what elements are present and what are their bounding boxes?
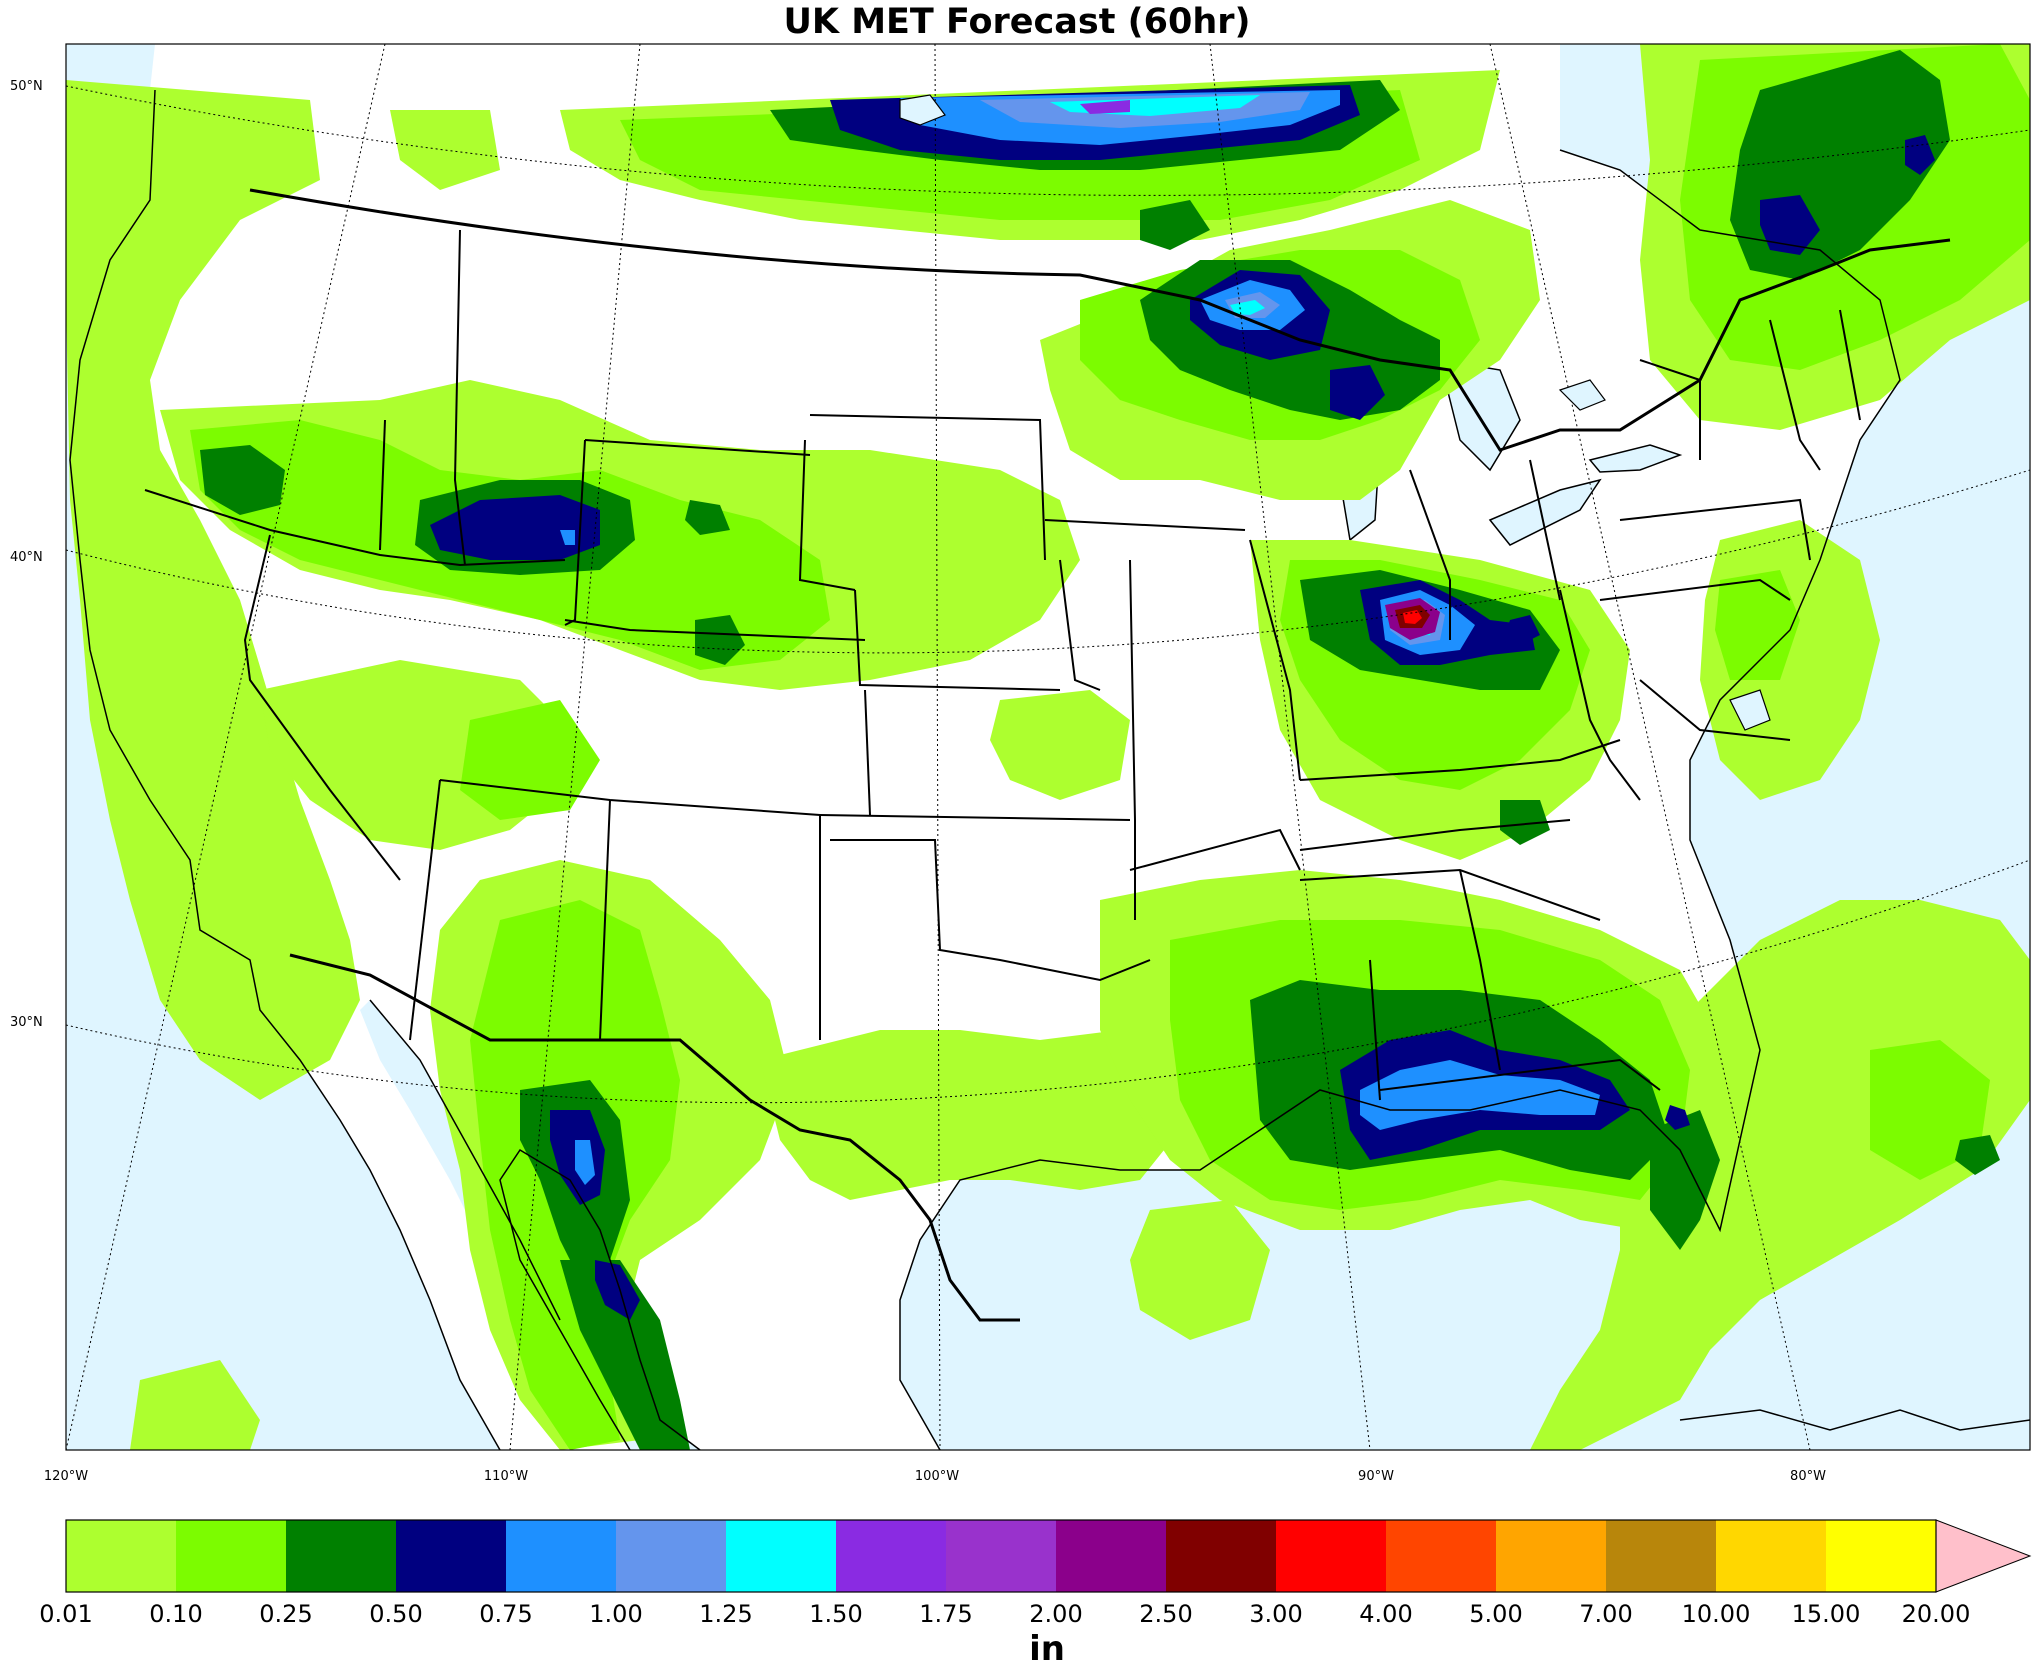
colorbar-swatch <box>1716 1520 1827 1592</box>
map-title: UK MET Forecast (60hr) <box>783 2 1251 42</box>
colorbar-tick-label: 15.00 <box>1792 1600 1861 1628</box>
colorbar-tick-label: 7.00 <box>1579 1600 1632 1628</box>
state-borders <box>144 229 1861 1101</box>
colorbar-swatch <box>1056 1520 1167 1592</box>
graticule <box>66 44 2030 1450</box>
lon-label-120w: 120°W <box>44 1469 88 1484</box>
lon-label-110w: 110°W <box>484 1469 528 1484</box>
colorbar-frame <box>65 1519 1937 1593</box>
colorbar-tick-label: 5.00 <box>1469 1600 1522 1628</box>
colorbar-swatch <box>616 1520 727 1592</box>
lon-label-80w: 80°W <box>1790 1469 1826 1484</box>
colorbar-swatch <box>1386 1520 1497 1592</box>
colorbar-tick-label: 0.01 <box>39 1600 92 1628</box>
colorbar-tick-label: 0.25 <box>259 1600 312 1628</box>
colorbar-swatch <box>1496 1520 1607 1592</box>
colorbar-tick-label: 2.00 <box>1029 1600 1082 1628</box>
colorbar-swatches <box>66 1520 1937 1592</box>
colorbar-tick-label: 20.00 <box>1902 1600 1971 1628</box>
colorbar-tick-label: 1.50 <box>809 1600 862 1628</box>
colorbar-swatch <box>726 1520 837 1592</box>
colorbar-unit: in <box>1029 1629 1065 1666</box>
colorbar-tick-label: 1.75 <box>919 1600 972 1628</box>
colorbar-swatch <box>396 1520 507 1592</box>
lat-label-30: 30°N <box>10 1015 43 1030</box>
colorbar-tick-label: 10.00 <box>1682 1600 1751 1628</box>
lake-ontario <box>1588 444 1683 473</box>
colorbar-swatch <box>1276 1520 1387 1592</box>
lon-label-90w: 90°W <box>1358 1469 1394 1484</box>
colorbar-tick-label: 2.50 <box>1139 1600 1192 1628</box>
lon-label-100w: 100°W <box>915 1469 959 1484</box>
colorbar-extend-arrow <box>1935 1519 2032 1593</box>
lat-label-40: 40°N <box>10 550 43 565</box>
colorbar-tick-labels: 0.01 0.10 0.25 0.50 0.75 1.00 1.25 1.50 1.75 2.00… <box>39 1600 1970 1628</box>
colorbar-tick-label: 0.50 <box>369 1600 422 1628</box>
colorbar-swatch <box>506 1520 617 1592</box>
colorbar-tick-label: 3.00 <box>1249 1600 1302 1628</box>
colorbar-swatch <box>946 1520 1057 1592</box>
colorbar-tick-label: 1.00 <box>589 1600 642 1628</box>
colorbar-tick-label: 0.75 <box>479 1600 532 1628</box>
colorbar-swatch <box>1826 1520 1937 1592</box>
country-borders <box>249 188 1951 1322</box>
lat-label-50: 50°N <box>10 79 43 94</box>
colorbar-swatch <box>1166 1520 1277 1592</box>
colorbar-swatch <box>176 1520 287 1592</box>
colorbar-swatch <box>286 1520 397 1592</box>
colorbar-swatch <box>66 1520 177 1592</box>
colorbar-tick-label: 0.10 <box>149 1600 202 1628</box>
colorbar-tick-label: 1.25 <box>699 1600 752 1628</box>
colorbar-swatch <box>1606 1520 1717 1592</box>
colorbar-swatch <box>836 1520 947 1592</box>
lake-erie <box>1488 478 1602 546</box>
colorbar-tick-label: 4.00 <box>1359 1600 1412 1628</box>
coastlines <box>69 89 2030 1450</box>
map-frame <box>65 43 2031 1451</box>
